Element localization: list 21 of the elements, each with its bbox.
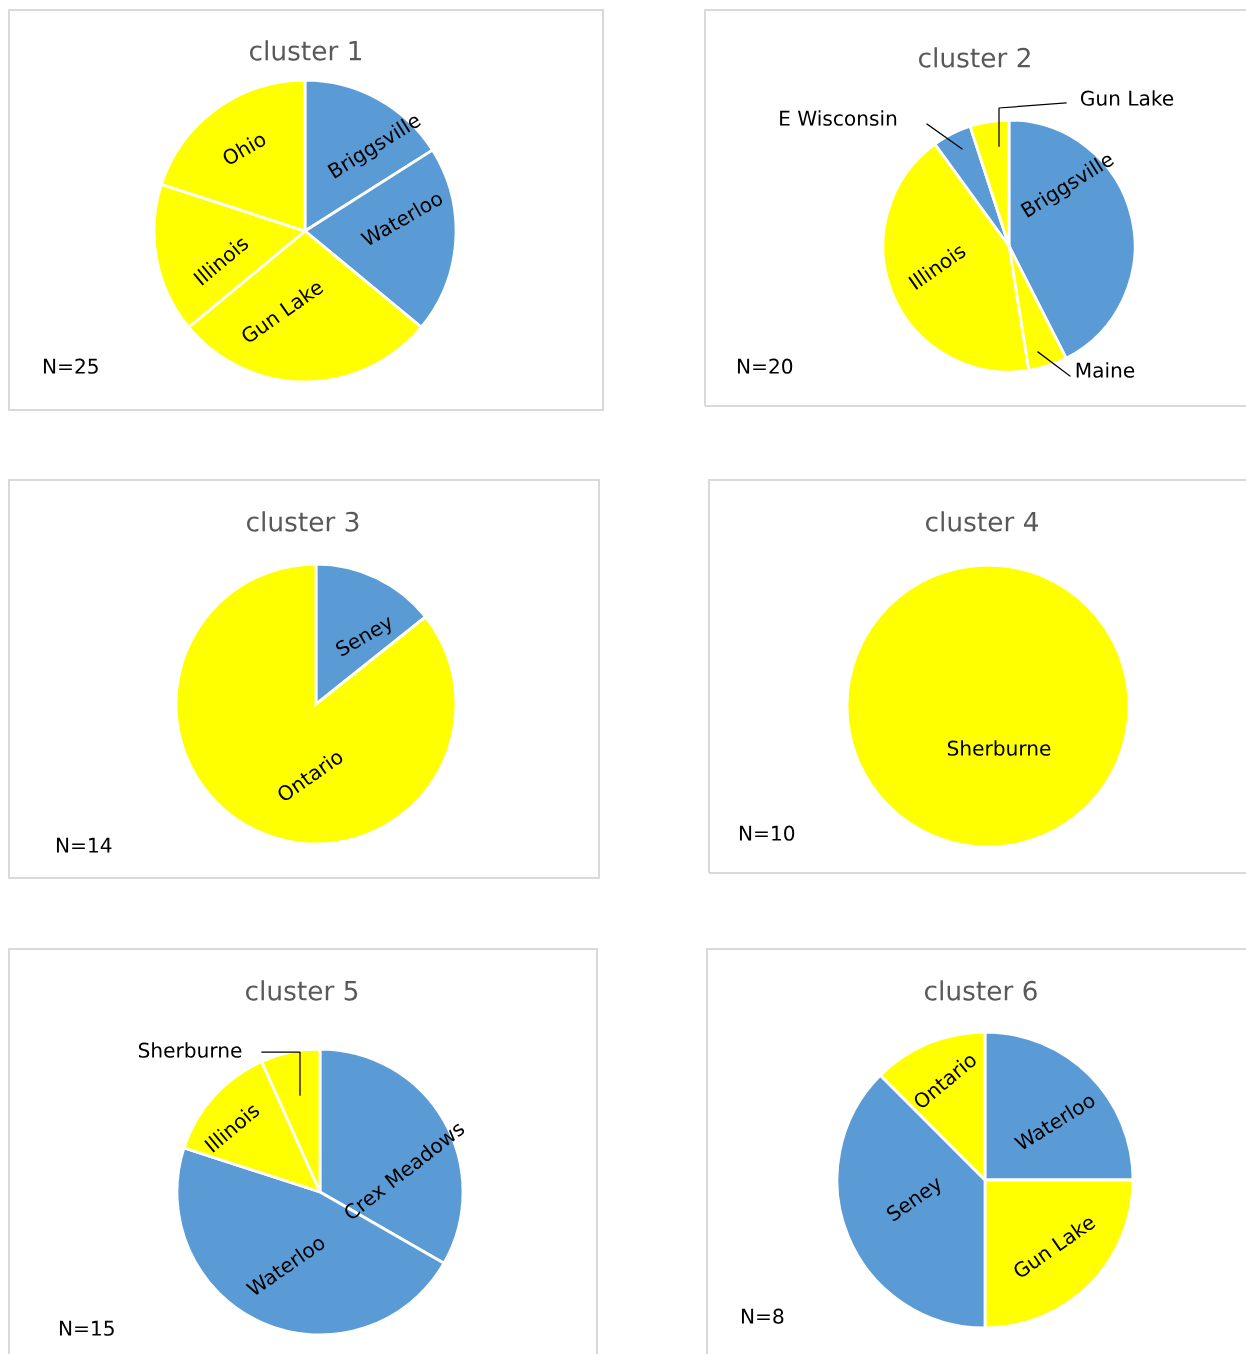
chart-title: cluster 4	[926, 511, 1038, 532]
chart-title: cluster 3	[247, 511, 359, 532]
chart-title: cluster 5	[246, 980, 358, 1001]
slice-label: Sherburne	[947, 740, 1051, 756]
slice-label: E Wisconsin	[780, 110, 897, 126]
slice-label: Sherburne	[138, 1042, 242, 1058]
text: N=20	[737, 358, 793, 374]
text: N=25	[43, 358, 98, 374]
chart-title: cluster 2	[919, 47, 1030, 68]
chart-title: cluster 6	[925, 980, 1037, 1001]
text: N=14	[56, 837, 112, 853]
pie-slice	[174, 562, 458, 846]
text: N=8	[741, 1308, 784, 1324]
chart-title: cluster 1	[250, 40, 362, 61]
slice-label: Gun Lake	[1011, 1213, 1097, 1280]
text: N=10	[739, 825, 795, 841]
slice-label: Ohio	[220, 130, 268, 167]
text: N=15	[59, 1320, 114, 1336]
slice-label: Gun Lake	[239, 278, 325, 345]
slice-label: Gun Lake	[1080, 90, 1174, 106]
slice-label: Maine	[1076, 362, 1135, 378]
